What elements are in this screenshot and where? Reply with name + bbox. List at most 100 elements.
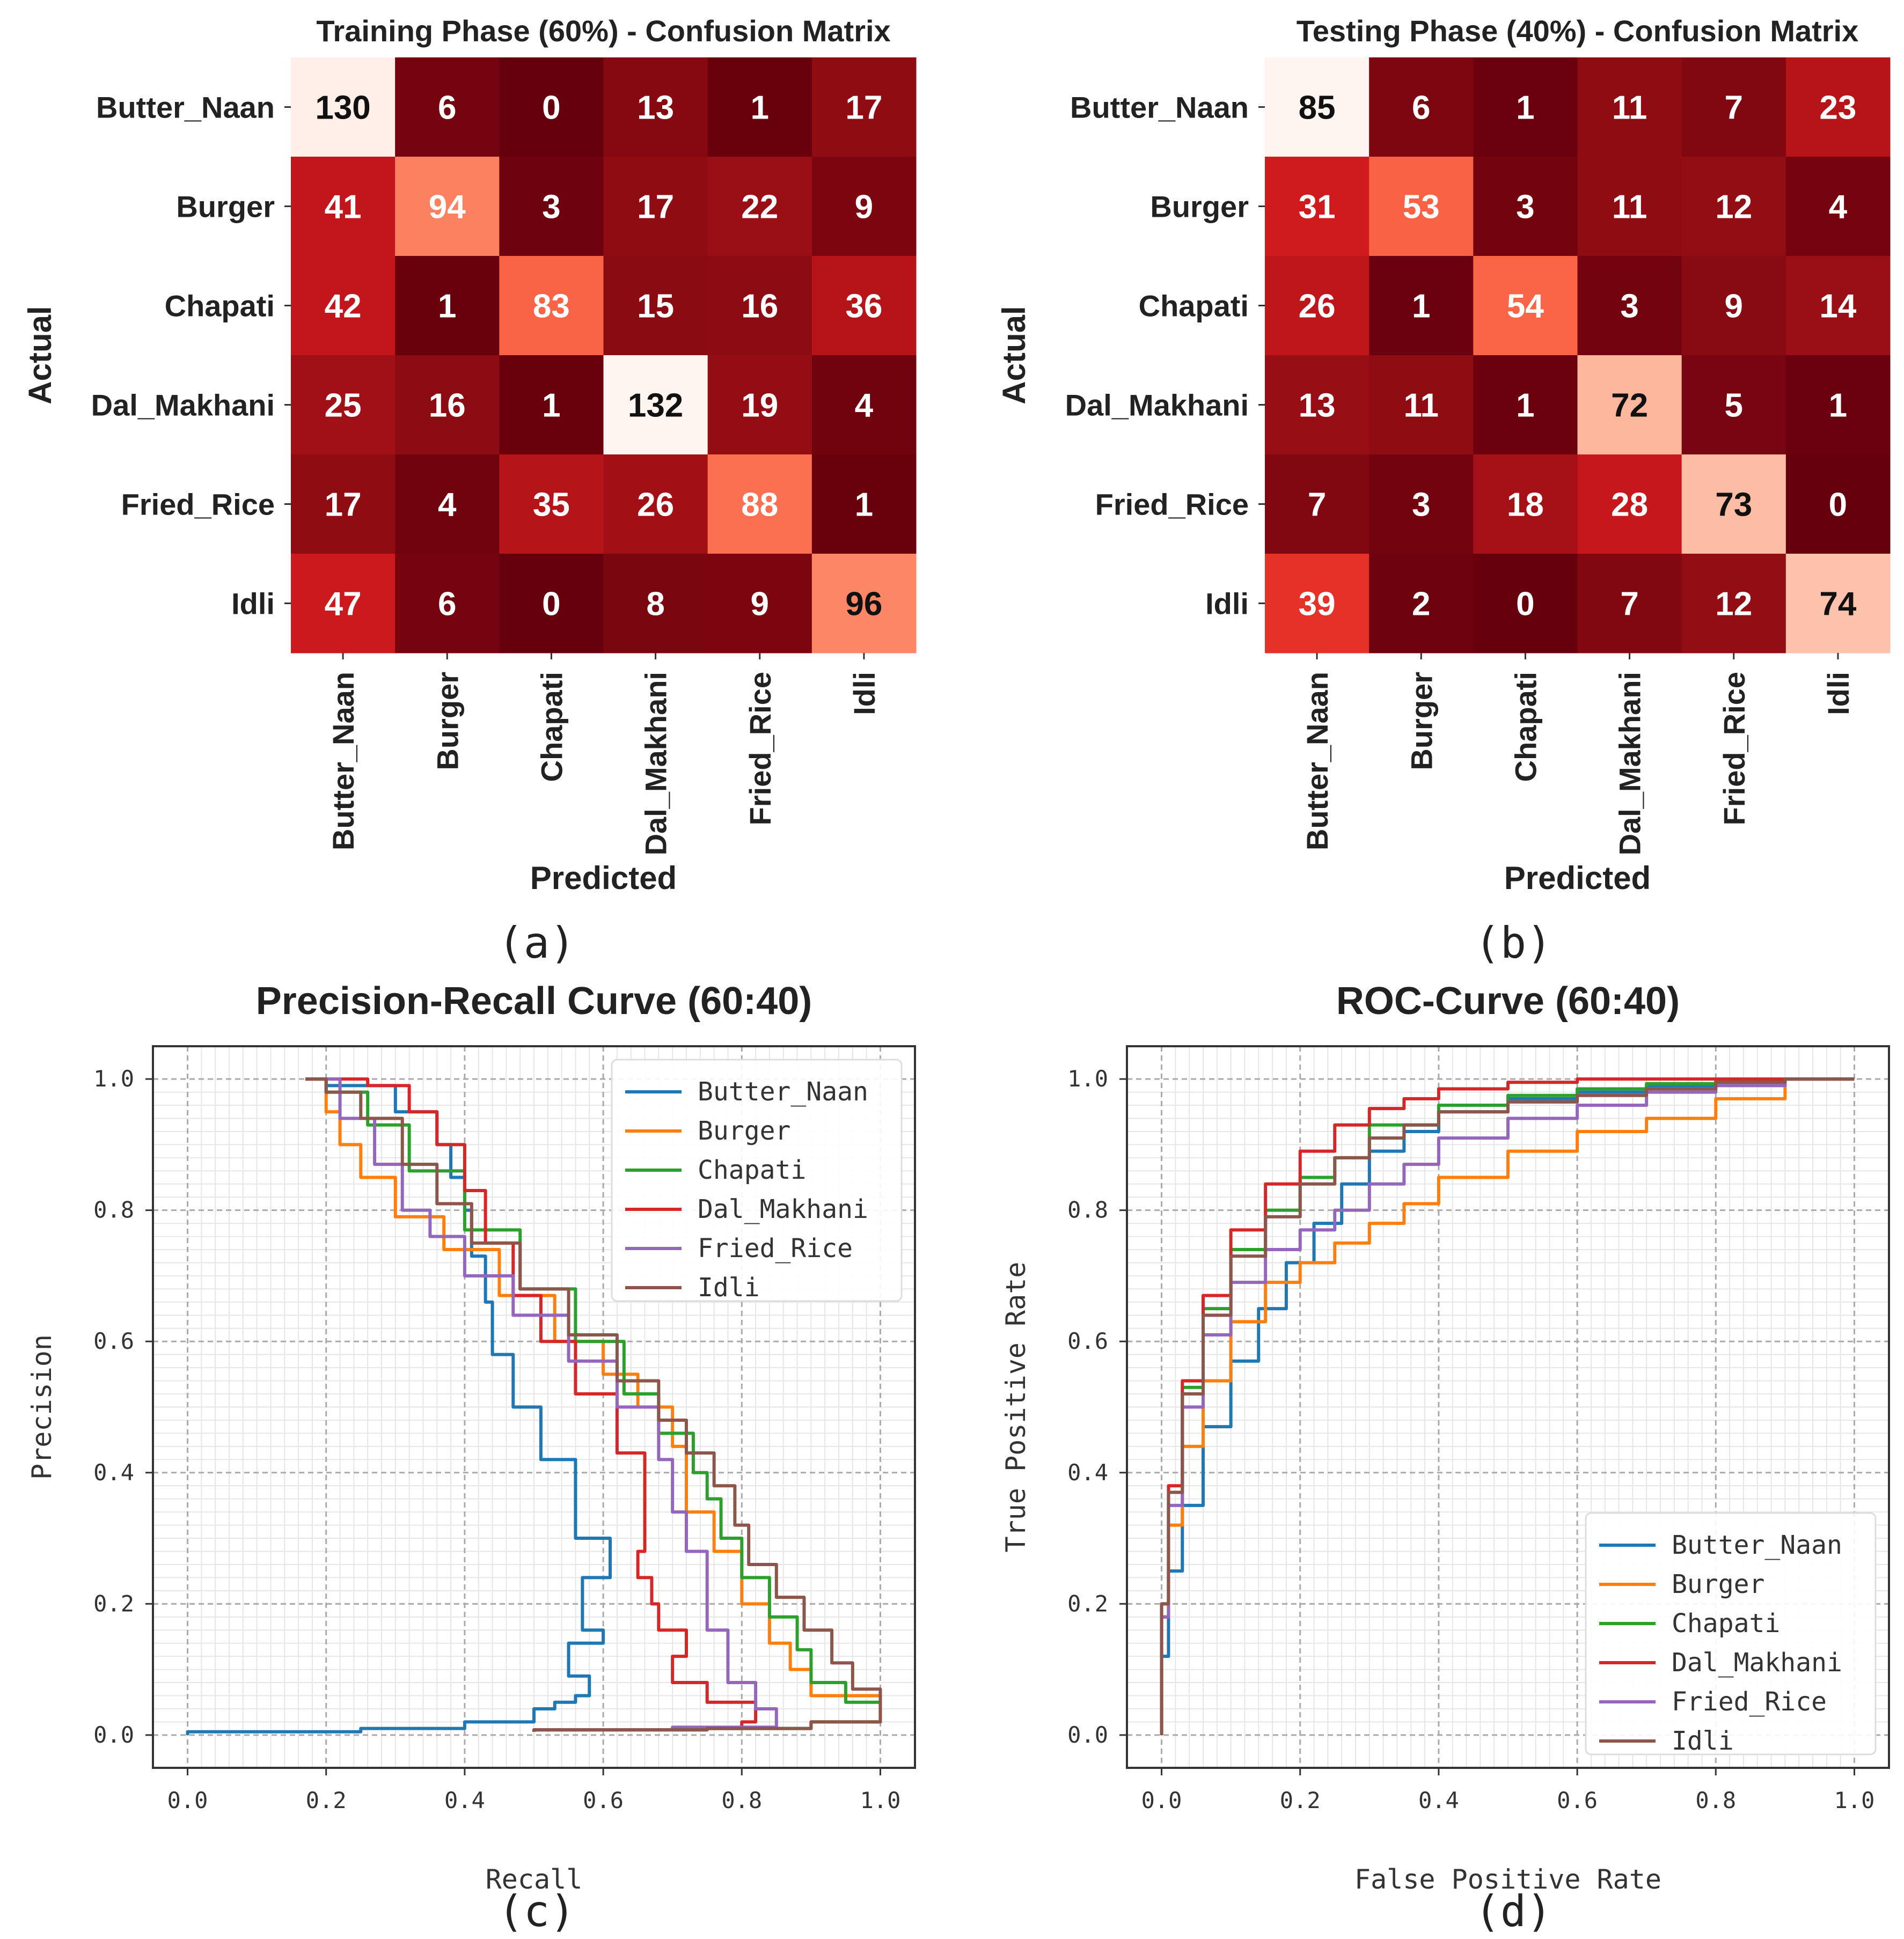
cell-value: 8 [646,586,664,623]
heatmap-cell [603,554,708,653]
cell-value: 3 [542,189,560,226]
heatmap-cell [1785,355,1891,455]
cell-value: 3 [1620,288,1638,325]
heatmap-cell [1681,454,1786,554]
y-tick-label: 1.0 [93,1066,134,1092]
heatmap-cell [395,355,500,455]
heatmap-cell [499,157,604,256]
roc-chart: ROC-Curve (60:40) 0.0 0.2 0.4 0.6 0.8 1.0 0.0 0.… [1000,980,1890,1895]
cell-value: 7 [1725,90,1743,127]
cell-value: 19 [741,387,778,424]
heatmap-cell [1577,256,1682,356]
cell-value: 31 [1299,189,1336,226]
cell-value: 4 [438,487,457,524]
chart-title: ROC-Curve (60:40) [1336,980,1680,1023]
cell-value: 54 [1507,288,1544,325]
y-tick-label: Idli [1205,587,1249,621]
chart-title: Testing Phase (40%) - Confusion Matrix [1297,14,1859,48]
heatmap-cell [1473,355,1578,455]
cell-value: 17 [325,487,362,524]
y-tick-label: Burger [176,190,275,224]
cell-value: 1 [1412,288,1430,325]
heatmap-cell [1369,454,1474,554]
cell-value: 0 [1516,586,1534,623]
cell-value: 12 [1715,586,1752,623]
cell-value: 7 [1620,586,1638,623]
cell-value: 15 [637,288,674,325]
heatmap-cell [395,554,500,653]
legend-label: Idli [698,1273,760,1303]
x-tick-label: Dal_Makhani [639,672,673,855]
y-tick-label: 0.0 [93,1722,134,1748]
heatmap-cell [1473,554,1578,653]
x-tick-label: 1.0 [1834,1787,1875,1813]
heatmap-cell [811,554,917,653]
heatmap-cell [1681,256,1786,356]
y-tick-label: Chapati [165,289,275,323]
x-tick-label: 0.2 [1280,1787,1321,1813]
x-tick-label: 1.0 [860,1787,901,1813]
heatmap-cell [499,454,604,554]
cell-value: 73 [1715,487,1752,524]
y-tick-label: Butter_Naan [96,91,275,124]
cell-value: 23 [1819,90,1856,127]
panel-label-b: (b) [1475,918,1553,968]
plot-frame [1126,1045,1890,1769]
legend-label: Fried_Rice [1672,1687,1827,1717]
legend-label: Butter_Naan [1672,1530,1842,1560]
cell-value: 94 [429,189,466,226]
heatmap-cell [603,57,708,157]
y-tick-label: Butter_Naan [1070,91,1249,124]
cell-value: 83 [533,288,570,325]
heatmap-cell [1265,57,1370,157]
heatmap-cell [1265,454,1370,554]
x-tick-label: 0.8 [1695,1787,1736,1813]
panel-label-a: (a) [498,918,576,968]
heatmap-cell [1473,157,1578,256]
cell-value: 3 [1412,487,1430,524]
heatmap-cell [1369,57,1474,157]
cell-value: 16 [429,387,466,424]
heatmap-cell [603,256,708,356]
heatmap-cell [1681,157,1786,256]
cell-value: 1 [438,288,456,325]
heatmap-cell [1369,157,1474,256]
series-line-fried-rice [305,1077,778,1732]
y-tick-label: 0.2 [93,1590,134,1617]
cell-value: 6 [438,586,456,623]
cell-value: 0 [542,586,560,623]
confusion-matrix-testing: Testing Phase (40%) - Confusion Matrix 85… [996,14,1891,896]
cell-value: 6 [438,90,456,127]
heatmap-cell [291,256,396,356]
x-tick-label: Fried_Rice [743,672,777,825]
heatmap-cell [1577,355,1682,455]
cell-value: 41 [325,189,362,226]
y-tick-label: Dal_Makhani [91,388,275,422]
heatmap-cell [603,355,708,455]
x-tick-label: Idli [1821,672,1855,715]
chart-title: Precision-Recall Curve (60:40) [256,980,812,1023]
cell-value: 6 [1412,90,1430,127]
y-tick-label: 0.8 [93,1197,134,1223]
heatmap-cell [1785,554,1891,653]
panel-label-c: (c) [498,1886,576,1936]
legend-label: Chapati [698,1155,806,1185]
y-tick-label: 0.4 [93,1459,134,1486]
x-tick-label: 0.4 [444,1787,485,1813]
cell-value: 39 [1299,586,1336,623]
legend-box [1585,1512,1877,1756]
heatmap-cell [1785,57,1891,157]
x-tick-label: 0.0 [167,1787,208,1813]
heatmap-cell [1265,355,1370,455]
cell-value: 25 [325,387,362,424]
legend-box [611,1059,903,1302]
cell-value: 72 [1611,387,1648,424]
heatmap-cell [707,554,812,653]
heatmap-cell [1473,454,1578,554]
series-line-idli [1160,1077,1855,1735]
y-tick-label: Chapati [1139,289,1249,323]
y-tick-label: Idli [231,587,275,621]
heatmap-cell [1785,454,1891,554]
heatmap-cell [707,256,812,356]
legend-label: Butter_Naan [698,1077,868,1107]
